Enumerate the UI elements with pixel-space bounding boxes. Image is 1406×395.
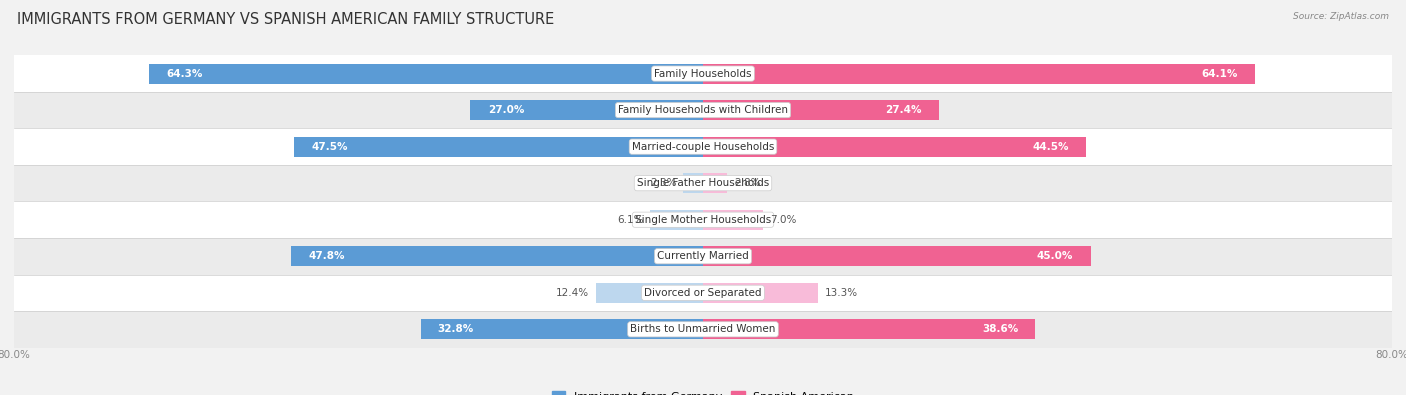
Legend: Immigrants from Germany, Spanish American: Immigrants from Germany, Spanish America… (547, 387, 859, 395)
Text: 13.3%: 13.3% (824, 288, 858, 298)
Text: 2.3%: 2.3% (650, 178, 676, 188)
Text: 27.4%: 27.4% (886, 105, 922, 115)
Bar (703, 246, 1091, 266)
Text: 27.0%: 27.0% (488, 105, 524, 115)
Bar (651, 210, 703, 230)
Bar (703, 64, 1256, 84)
Bar (703, 173, 727, 193)
Bar (14, 55, 1392, 92)
Bar (471, 100, 703, 120)
Bar (14, 128, 1392, 165)
Text: Married-couple Households: Married-couple Households (631, 142, 775, 152)
Text: Family Households with Children: Family Households with Children (619, 105, 787, 115)
Text: Births to Unmarried Women: Births to Unmarried Women (630, 324, 776, 334)
Text: 32.8%: 32.8% (437, 324, 474, 334)
Bar (14, 238, 1392, 275)
Bar (703, 137, 1087, 157)
Bar (14, 92, 1392, 128)
Bar (14, 275, 1392, 311)
Bar (291, 246, 703, 266)
Bar (14, 311, 1392, 348)
Text: 6.1%: 6.1% (617, 215, 644, 225)
Text: Divorced or Separated: Divorced or Separated (644, 288, 762, 298)
Bar (703, 283, 817, 303)
Text: Single Father Households: Single Father Households (637, 178, 769, 188)
Text: Family Households: Family Households (654, 69, 752, 79)
Text: 7.0%: 7.0% (770, 215, 797, 225)
Text: 64.1%: 64.1% (1201, 69, 1237, 79)
Text: Currently Married: Currently Married (657, 251, 749, 261)
Bar (294, 137, 703, 157)
Bar (14, 165, 1392, 201)
Text: Single Mother Households: Single Mother Households (636, 215, 770, 225)
Text: 47.8%: 47.8% (308, 251, 344, 261)
Text: 45.0%: 45.0% (1038, 251, 1073, 261)
Text: IMMIGRANTS FROM GERMANY VS SPANISH AMERICAN FAMILY STRUCTURE: IMMIGRANTS FROM GERMANY VS SPANISH AMERI… (17, 12, 554, 27)
Text: 44.5%: 44.5% (1032, 142, 1069, 152)
Bar (703, 319, 1035, 339)
Bar (420, 319, 703, 339)
Text: 64.3%: 64.3% (166, 69, 202, 79)
Bar (14, 201, 1392, 238)
Text: 47.5%: 47.5% (311, 142, 347, 152)
Text: 12.4%: 12.4% (557, 288, 589, 298)
Bar (683, 173, 703, 193)
Text: 2.8%: 2.8% (734, 178, 761, 188)
Bar (149, 64, 703, 84)
Text: 38.6%: 38.6% (981, 324, 1018, 334)
Bar (703, 210, 763, 230)
Bar (596, 283, 703, 303)
Bar (703, 100, 939, 120)
Text: Source: ZipAtlas.com: Source: ZipAtlas.com (1294, 12, 1389, 21)
